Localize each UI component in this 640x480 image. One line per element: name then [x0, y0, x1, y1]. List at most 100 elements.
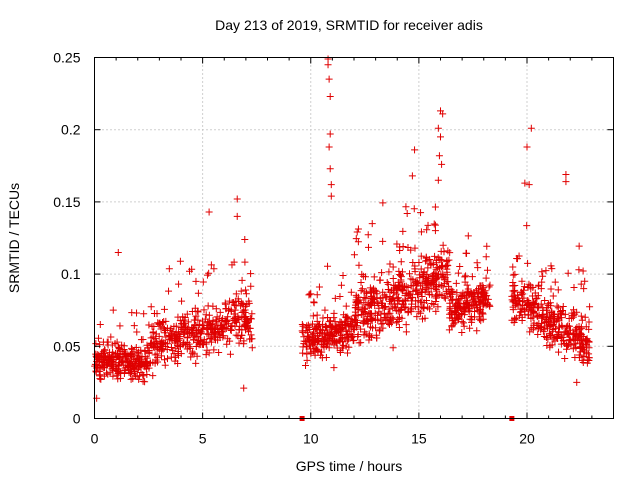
data-point [167, 353, 175, 361]
data-point [137, 346, 145, 354]
data-point [327, 181, 335, 189]
data-point [465, 307, 473, 315]
data-point [219, 332, 227, 340]
data-point [371, 316, 379, 324]
data-point [475, 298, 483, 306]
data-point [335, 323, 343, 331]
data-point [160, 305, 168, 313]
data-point [114, 353, 122, 361]
data-point [198, 328, 206, 336]
data-point [408, 297, 416, 305]
data-point [241, 258, 249, 266]
data-point [367, 292, 375, 300]
data-point [454, 269, 462, 277]
data-point [240, 313, 248, 321]
data-point [364, 231, 372, 239]
y-tick-label: 0 [73, 411, 81, 427]
data-point [210, 265, 218, 273]
data-point [565, 341, 573, 349]
data-point [325, 318, 333, 326]
data-point [432, 265, 440, 273]
data-point [111, 339, 119, 347]
data-point [437, 133, 444, 141]
data-point [163, 355, 171, 363]
data-point [530, 321, 538, 329]
data-point [360, 331, 368, 339]
data-point [104, 370, 112, 378]
data-point [176, 342, 184, 350]
data-point [546, 320, 554, 328]
data-point [114, 343, 122, 351]
data-point [304, 328, 312, 336]
data-point [361, 304, 369, 312]
data-point [303, 356, 311, 364]
data-point [438, 160, 446, 168]
data-point [585, 354, 593, 362]
data-point [477, 282, 485, 290]
data-point [135, 375, 143, 383]
data-point [355, 261, 363, 269]
data-point [439, 241, 447, 249]
data-point [96, 320, 104, 328]
data-point [216, 322, 224, 330]
data-point [162, 317, 170, 325]
data-point [148, 322, 156, 330]
data-point [468, 273, 476, 281]
data-point [395, 267, 403, 275]
data-point [103, 369, 111, 377]
data-point [443, 268, 451, 276]
data-point [328, 324, 336, 332]
data-point [544, 300, 552, 308]
data-point [578, 316, 586, 324]
data-point [483, 242, 491, 250]
data-point [461, 308, 469, 316]
data-point [379, 288, 387, 296]
data-point [415, 308, 423, 316]
data-point [585, 350, 593, 358]
data-point [189, 348, 197, 356]
data-point [388, 286, 396, 294]
data-point [367, 315, 375, 323]
data-point [408, 172, 416, 180]
data-point [313, 317, 321, 325]
data-point [240, 340, 248, 348]
data-point [458, 318, 466, 326]
data-point [215, 315, 223, 323]
data-point [580, 353, 588, 361]
data-point [554, 335, 562, 343]
data-point [232, 290, 240, 298]
data-point [571, 340, 579, 348]
data-point [404, 284, 412, 292]
data-point [482, 253, 490, 261]
data-point [326, 92, 334, 100]
data-point [159, 346, 167, 354]
data-point [324, 332, 332, 340]
data-point [247, 270, 255, 278]
data-point [147, 303, 155, 311]
data-point [379, 324, 387, 332]
data-point [198, 340, 206, 348]
data-point [354, 225, 362, 233]
data-point [434, 303, 442, 311]
x-tick-label: 10 [303, 431, 319, 447]
data-point [224, 313, 232, 321]
data-point [346, 321, 354, 329]
data-point [437, 281, 445, 289]
data-point [397, 258, 405, 266]
data-point [470, 293, 478, 301]
data-point [399, 227, 407, 235]
data-point [521, 179, 529, 187]
data-point [537, 322, 545, 330]
y-tick-label: 0.2 [61, 122, 81, 138]
data-point [314, 347, 322, 355]
data-point [310, 329, 318, 337]
data-point [397, 305, 405, 313]
data-point [509, 306, 517, 314]
data-point [368, 220, 376, 228]
data-point [431, 203, 439, 211]
data-point [326, 165, 334, 173]
data-point [116, 347, 124, 355]
data-point [369, 324, 377, 332]
data-point [577, 325, 585, 333]
data-point [313, 291, 321, 299]
